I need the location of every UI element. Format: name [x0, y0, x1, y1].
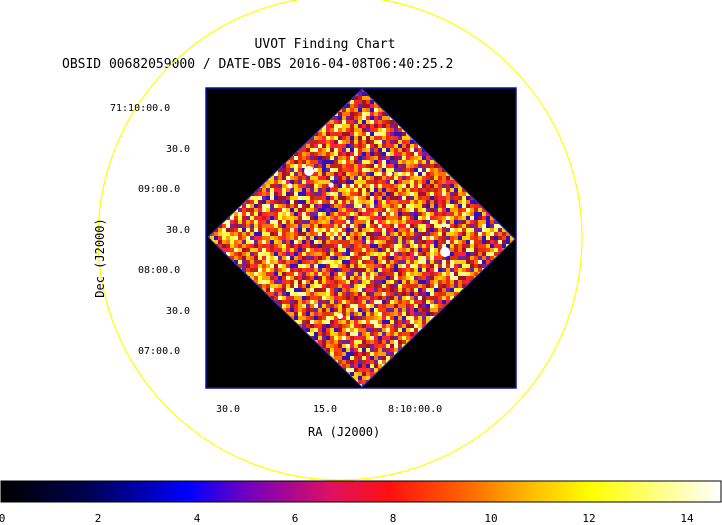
colorbar-tick: 4: [194, 512, 201, 525]
colorbar-tick: 8: [390, 512, 397, 525]
dec-tick: 71:10:00.0: [110, 103, 170, 114]
dec-tick: 30.0: [166, 144, 190, 155]
dec-axis-label: Dec (J2000): [93, 218, 107, 297]
colorbar-tick: 10: [484, 512, 497, 525]
colorbar-tick: 0: [0, 512, 5, 525]
ra-tick: 30.0: [216, 404, 240, 415]
dec-tick: 30.0: [166, 306, 190, 317]
ra-axis-label: RA (J2000): [308, 425, 380, 439]
dec-tick: 07:00.0: [138, 346, 180, 357]
colorbar-tick: 6: [292, 512, 299, 525]
colorbar-tick: 14: [680, 512, 693, 525]
colorbar-tick: 12: [582, 512, 595, 525]
dec-tick: 08:00.0: [138, 265, 180, 276]
dec-tick: 09:00.0: [138, 184, 180, 195]
ra-tick: 8:10:00.0: [388, 404, 442, 415]
dec-tick: 30.0: [166, 225, 190, 236]
ra-tick: 15.0: [313, 404, 337, 415]
colorbar-tick: 2: [95, 512, 102, 525]
colorbar: [1, 481, 721, 502]
